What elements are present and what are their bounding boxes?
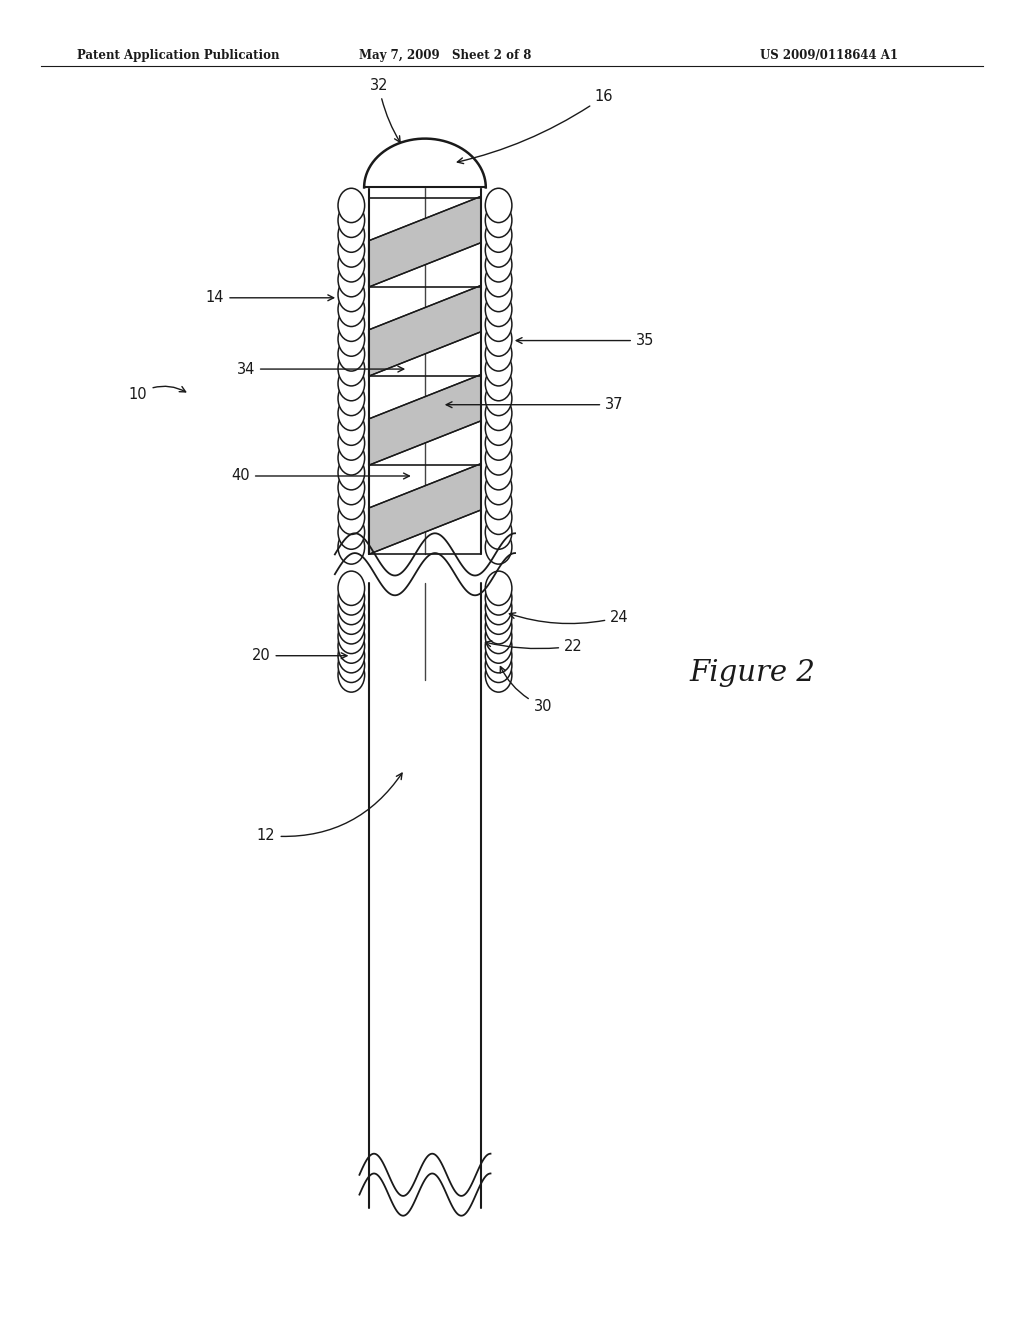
Circle shape [485, 292, 512, 326]
Text: 10: 10 [129, 387, 185, 401]
Circle shape [485, 367, 512, 401]
Circle shape [485, 500, 512, 535]
Circle shape [338, 657, 365, 692]
Circle shape [338, 515, 365, 549]
Circle shape [485, 189, 512, 223]
Circle shape [485, 470, 512, 504]
Circle shape [338, 581, 365, 615]
Circle shape [338, 639, 365, 673]
Circle shape [485, 601, 512, 635]
Polygon shape [369, 285, 481, 376]
Text: Patent Application Publication: Patent Application Publication [77, 49, 280, 62]
Text: 34: 34 [237, 362, 403, 376]
Circle shape [338, 486, 365, 520]
Text: 32: 32 [370, 78, 400, 143]
Circle shape [485, 426, 512, 461]
Circle shape [338, 590, 365, 624]
Circle shape [485, 529, 512, 564]
Circle shape [338, 426, 365, 461]
Circle shape [338, 263, 365, 297]
Circle shape [485, 581, 512, 615]
Polygon shape [365, 139, 485, 187]
Text: 30: 30 [501, 667, 552, 714]
Circle shape [338, 218, 365, 252]
Circle shape [485, 610, 512, 644]
Circle shape [485, 351, 512, 385]
Circle shape [485, 381, 512, 416]
Circle shape [485, 486, 512, 520]
Circle shape [485, 396, 512, 430]
Circle shape [338, 203, 365, 238]
Circle shape [338, 441, 365, 475]
Text: 12: 12 [257, 774, 402, 843]
Circle shape [338, 572, 365, 606]
Circle shape [338, 529, 365, 564]
Text: 14: 14 [206, 290, 334, 305]
Circle shape [485, 232, 512, 267]
Circle shape [485, 619, 512, 653]
Circle shape [338, 455, 365, 490]
Circle shape [485, 515, 512, 549]
Text: Figure 2: Figure 2 [690, 659, 815, 688]
Circle shape [338, 411, 365, 445]
Circle shape [485, 572, 512, 606]
Circle shape [338, 232, 365, 267]
Circle shape [485, 657, 512, 692]
Circle shape [338, 648, 365, 682]
Circle shape [485, 248, 512, 282]
Text: US 2009/0118644 A1: US 2009/0118644 A1 [761, 49, 898, 62]
Text: 20: 20 [252, 648, 347, 663]
Circle shape [485, 411, 512, 445]
Polygon shape [369, 197, 481, 288]
Circle shape [338, 619, 365, 653]
Circle shape [338, 292, 365, 326]
Circle shape [485, 218, 512, 252]
Circle shape [338, 601, 365, 635]
Circle shape [485, 337, 512, 371]
Circle shape [338, 367, 365, 401]
Circle shape [485, 203, 512, 238]
Circle shape [485, 648, 512, 682]
Text: 24: 24 [509, 610, 629, 624]
Circle shape [485, 628, 512, 663]
Circle shape [485, 441, 512, 475]
Text: 16: 16 [458, 88, 613, 164]
Circle shape [485, 322, 512, 356]
Circle shape [485, 308, 512, 342]
Circle shape [338, 396, 365, 430]
Circle shape [485, 590, 512, 624]
Circle shape [338, 337, 365, 371]
Circle shape [485, 639, 512, 673]
Circle shape [485, 455, 512, 490]
Circle shape [338, 308, 365, 342]
Circle shape [338, 277, 365, 312]
Circle shape [338, 189, 365, 223]
Text: 40: 40 [231, 469, 410, 483]
Text: 22: 22 [485, 639, 583, 653]
Circle shape [338, 500, 365, 535]
Polygon shape [369, 463, 481, 554]
Circle shape [338, 610, 365, 644]
Circle shape [338, 628, 365, 663]
Circle shape [338, 322, 365, 356]
Text: 35: 35 [516, 333, 654, 348]
Circle shape [338, 470, 365, 504]
Circle shape [485, 277, 512, 312]
Circle shape [338, 351, 365, 385]
Text: May 7, 2009   Sheet 2 of 8: May 7, 2009 Sheet 2 of 8 [359, 49, 531, 62]
Text: 37: 37 [446, 397, 624, 412]
Circle shape [338, 381, 365, 416]
Circle shape [485, 263, 512, 297]
Polygon shape [369, 375, 481, 466]
Circle shape [338, 248, 365, 282]
